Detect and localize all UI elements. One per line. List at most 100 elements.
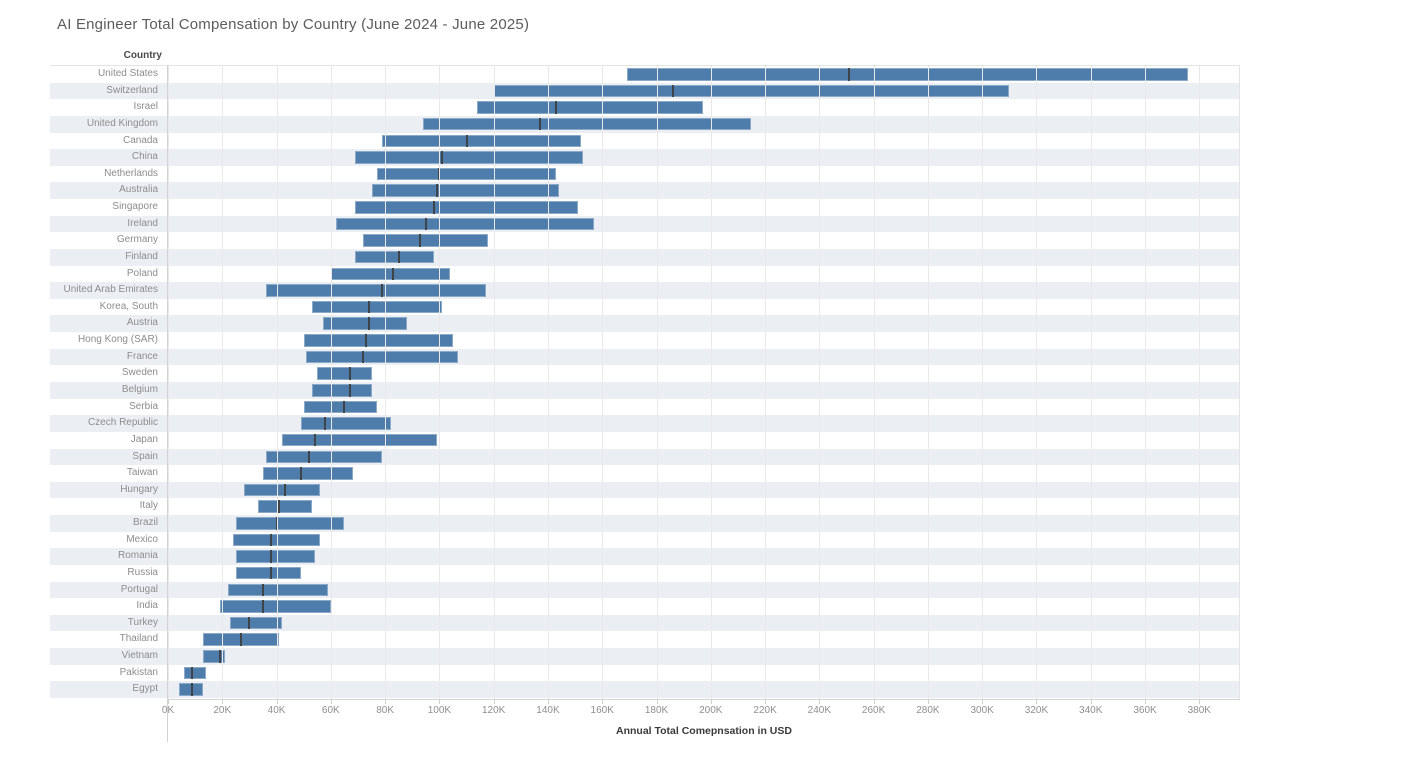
country-label[interactable]: Romania bbox=[117, 550, 158, 562]
table-row: Germany bbox=[50, 232, 1240, 249]
country-label[interactable]: Canada bbox=[122, 134, 158, 146]
x-tick-label: 220K bbox=[753, 705, 777, 716]
compensation-range-bar[interactable] bbox=[330, 267, 451, 281]
x-tick-label: 180K bbox=[644, 705, 669, 716]
compensation-range-bar[interactable] bbox=[227, 583, 329, 597]
country-label[interactable]: Netherlands bbox=[104, 167, 158, 179]
country-label[interactable]: Russia bbox=[127, 566, 158, 578]
compensation-range-bar[interactable] bbox=[322, 317, 407, 330]
country-label[interactable]: Japan bbox=[130, 433, 158, 445]
country-label[interactable]: Portugal bbox=[120, 583, 158, 595]
compensation-range-bar[interactable] bbox=[626, 68, 1189, 81]
country-label[interactable]: Australia bbox=[119, 184, 158, 196]
compensation-range-bar[interactable] bbox=[184, 666, 206, 680]
median-tick bbox=[465, 134, 468, 148]
country-label[interactable]: United Kingdom bbox=[86, 117, 158, 129]
compensation-range-bar[interactable] bbox=[257, 500, 312, 513]
compensation-range-bar[interactable] bbox=[336, 217, 595, 231]
country-label[interactable]: Mexico bbox=[126, 533, 158, 545]
country-label[interactable]: India bbox=[136, 600, 158, 612]
compensation-range-bar[interactable] bbox=[233, 533, 320, 547]
compensation-range-bar[interactable] bbox=[235, 550, 315, 563]
x-tick-mark bbox=[873, 700, 875, 704]
country-label[interactable]: Czech Republic bbox=[87, 417, 158, 429]
table-row: Romania bbox=[50, 548, 1240, 565]
x-tick-label: 360K bbox=[1133, 705, 1157, 716]
country-label[interactable]: Vietnam bbox=[121, 650, 158, 662]
x-tick-label: 80K bbox=[376, 705, 395, 716]
compensation-range-bar[interactable] bbox=[423, 117, 752, 131]
country-label[interactable]: Korea, South bbox=[99, 300, 158, 312]
table-row: China bbox=[50, 149, 1240, 166]
compensation-range-bar[interactable] bbox=[303, 334, 453, 347]
x-tick-label: 100K bbox=[427, 705, 452, 716]
compensation-range-bar[interactable] bbox=[265, 284, 486, 297]
country-column-header[interactable]: Country bbox=[123, 50, 162, 61]
compensation-range-bar[interactable] bbox=[306, 350, 459, 364]
country-label[interactable]: Switzerland bbox=[106, 84, 158, 96]
compensation-range-bar[interactable] bbox=[355, 151, 584, 164]
compensation-range-bar[interactable] bbox=[262, 467, 353, 480]
x-tick-label: 200K bbox=[699, 705, 723, 716]
median-tick bbox=[270, 533, 273, 547]
median-tick bbox=[270, 566, 273, 580]
compensation-range-bar[interactable] bbox=[311, 300, 443, 314]
compensation-range-bar[interactable] bbox=[376, 167, 557, 181]
country-label[interactable]: Israel bbox=[133, 101, 158, 113]
country-label[interactable]: United Arab Emirates bbox=[63, 284, 159, 296]
country-label[interactable]: China bbox=[131, 151, 158, 163]
median-tick bbox=[343, 400, 346, 414]
country-label[interactable]: Germany bbox=[116, 234, 158, 246]
country-label[interactable]: Poland bbox=[126, 267, 158, 279]
country-label[interactable]: Pakistan bbox=[119, 666, 158, 678]
country-label[interactable]: United States bbox=[97, 68, 158, 79]
row-plot-area bbox=[168, 349, 1240, 366]
compensation-range-bar[interactable] bbox=[382, 134, 581, 148]
compensation-range-bar[interactable] bbox=[243, 483, 320, 497]
x-tick-mark bbox=[656, 700, 658, 704]
compensation-range-bar[interactable] bbox=[219, 600, 331, 613]
x-tick-label: 240K bbox=[807, 705, 832, 716]
country-label[interactable]: Sweden bbox=[121, 367, 158, 379]
compensation-range-bar[interactable] bbox=[235, 517, 345, 530]
row-plot-area bbox=[168, 266, 1240, 283]
compensation-range-bar[interactable] bbox=[303, 400, 377, 414]
country-label[interactable]: Hong Kong (SAR) bbox=[77, 334, 158, 346]
page-title: AI Engineer Total Compensation by Countr… bbox=[57, 16, 530, 33]
country-label[interactable]: Egypt bbox=[132, 683, 158, 695]
compensation-range-bar[interactable] bbox=[235, 566, 301, 580]
country-label[interactable]: Taiwan bbox=[126, 467, 158, 479]
compensation-range-bar[interactable] bbox=[311, 384, 372, 397]
country-label[interactable]: Spain bbox=[132, 450, 158, 462]
country-label[interactable]: France bbox=[126, 350, 158, 362]
table-row: Canada bbox=[50, 133, 1240, 150]
median-tick bbox=[275, 517, 278, 530]
compensation-range-bar[interactable] bbox=[355, 250, 434, 264]
country-label[interactable]: Thailand bbox=[119, 633, 158, 645]
compensation-range-bar[interactable] bbox=[300, 417, 391, 430]
country-label[interactable]: Singapore bbox=[112, 201, 158, 213]
country-label[interactable]: Turkey bbox=[127, 616, 158, 628]
compensation-range-bar[interactable] bbox=[355, 201, 578, 214]
compensation-range-bar[interactable] bbox=[178, 683, 204, 696]
country-label[interactable]: Belgium bbox=[121, 384, 158, 395]
country-label[interactable]: Hungary bbox=[120, 483, 158, 495]
median-tick bbox=[435, 184, 438, 197]
country-label[interactable]: Finland bbox=[125, 250, 158, 262]
compensation-range-bar[interactable] bbox=[493, 84, 1010, 98]
row-plot-area bbox=[168, 149, 1240, 166]
compensation-range-bar[interactable] bbox=[371, 184, 559, 197]
compensation-range-bar[interactable] bbox=[317, 367, 372, 380]
country-label[interactable]: Ireland bbox=[127, 217, 158, 229]
compensation-range-bar[interactable] bbox=[363, 234, 489, 247]
country-label[interactable]: Italy bbox=[139, 500, 158, 512]
compensation-range-bar[interactable] bbox=[477, 101, 703, 114]
compensation-range-bar[interactable] bbox=[230, 616, 282, 630]
compensation-range-bar[interactable] bbox=[281, 433, 437, 447]
compensation-range-bar[interactable] bbox=[203, 650, 225, 663]
compensation-range-bar[interactable] bbox=[265, 450, 383, 464]
table-row: Israel bbox=[50, 99, 1240, 116]
country-label[interactable]: Austria bbox=[126, 317, 158, 329]
country-label[interactable]: Serbia bbox=[129, 400, 158, 412]
country-label[interactable]: Brazil bbox=[132, 517, 158, 529]
